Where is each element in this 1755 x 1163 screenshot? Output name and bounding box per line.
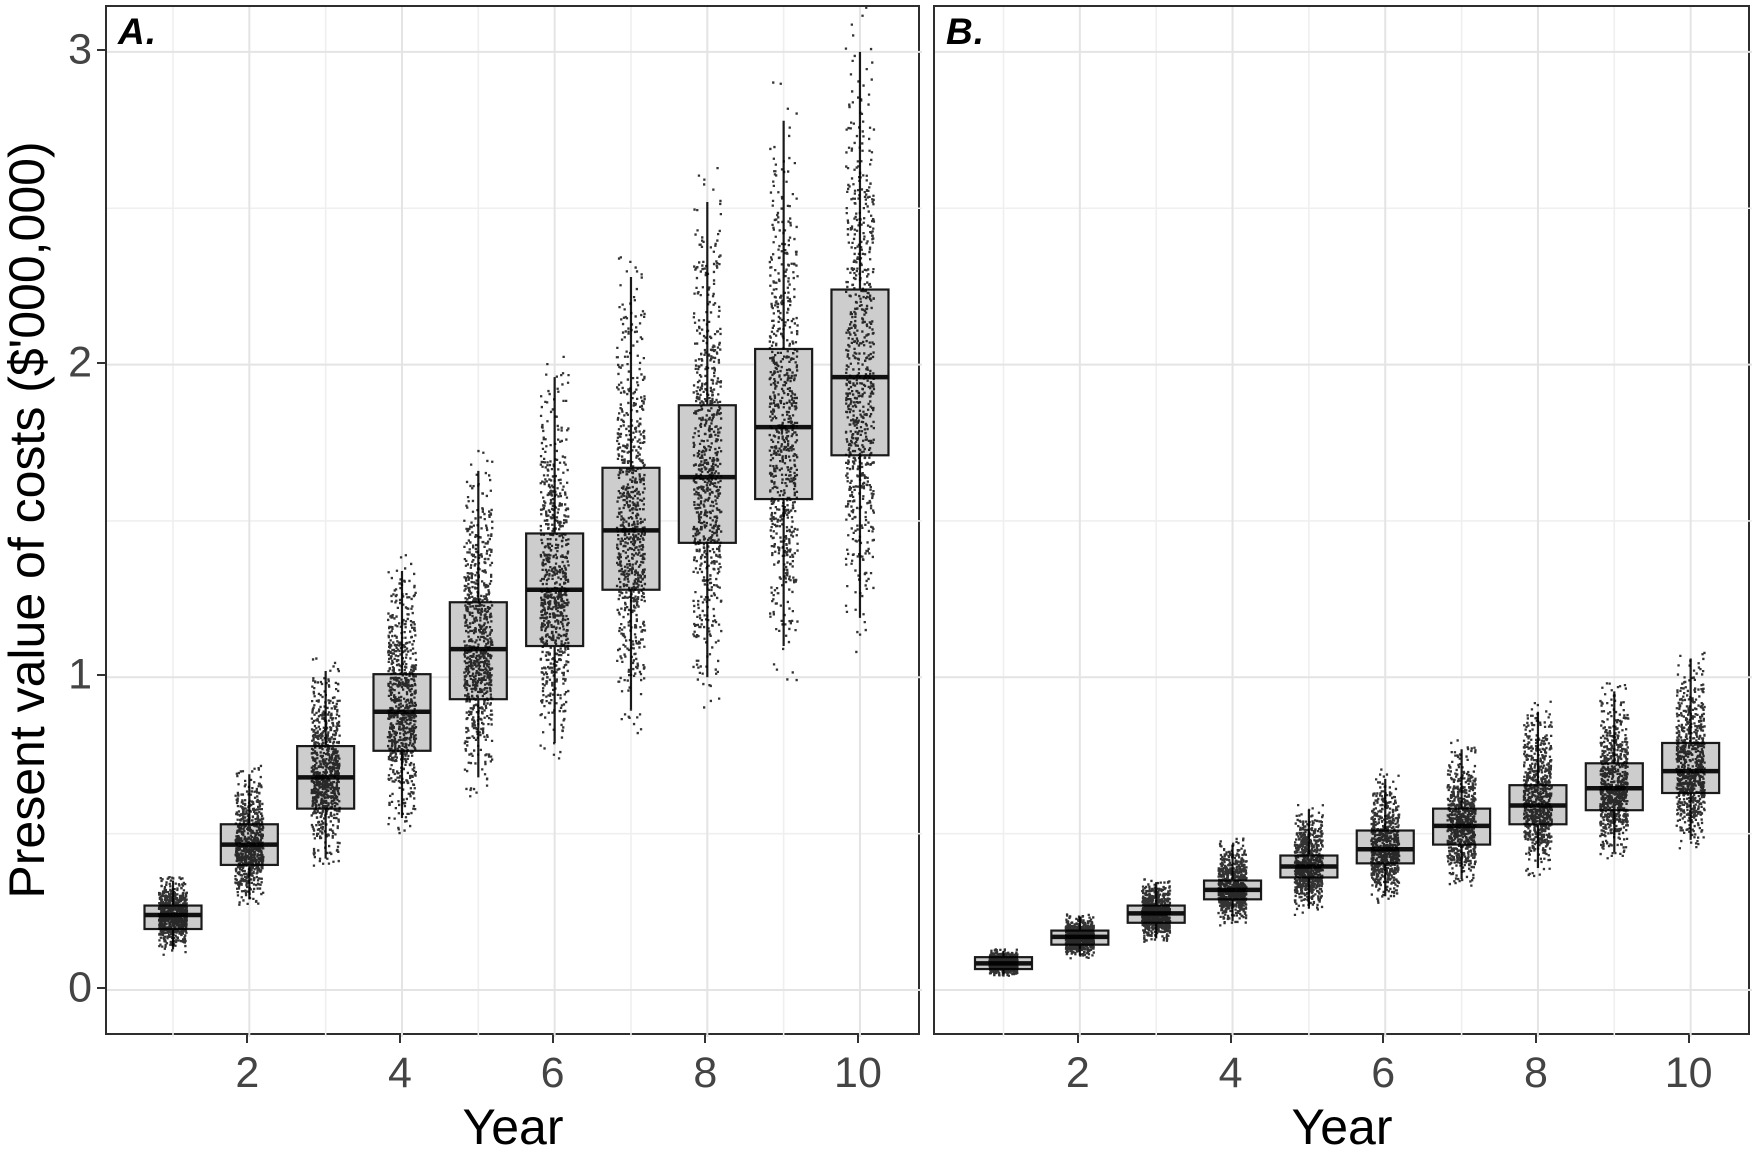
boxplot-year-2 (1050, 913, 1110, 960)
boxplot-year-9 (1584, 682, 1644, 860)
boxplot-year-3 (296, 657, 356, 867)
jitter-points-year-4 (386, 554, 418, 835)
boxplot-year-10 (1661, 651, 1721, 850)
boxplot-year-2 (219, 764, 279, 906)
x-tick-label-b-2: 2 (1065, 1049, 1090, 1097)
x-tick-label-b-8: 8 (1523, 1049, 1548, 1097)
jitter-points-year-9 (768, 81, 799, 682)
jitter-points-year-7 (615, 256, 647, 735)
panel-a-plot-canvas (107, 7, 922, 1037)
x-tick-mark-b-4 (1229, 1035, 1232, 1043)
boxplot-year-5 (448, 449, 508, 798)
boxplot-year-7 (1432, 739, 1492, 887)
y-tick-mark-1 (97, 674, 105, 677)
x-axis-title-panel-a: Year (462, 1099, 564, 1155)
panel-b-plot-canvas (935, 7, 1752, 1037)
x-axis-title-panel-b: Year (1291, 1099, 1393, 1155)
jitter-points-year-2 (1064, 913, 1095, 960)
boxplot-year-1 (143, 876, 203, 956)
boxplot-year-8 (677, 167, 737, 709)
y-axis-title: Present value of costs ($'000,000) (0, 141, 55, 899)
y-tick-label-2: 2 (68, 338, 92, 387)
jitter-points-year-3 (1141, 878, 1172, 943)
x-tick-mark-a-8 (704, 1035, 707, 1043)
boxplot-year-6 (525, 355, 585, 760)
panel-a-label: A. (118, 11, 157, 52)
jitter-points-year-6 (1370, 768, 1401, 904)
boxplot-year-5 (1279, 804, 1339, 916)
x-tick-mark-a-2 (246, 1035, 249, 1043)
x-tick-mark-b-10 (1687, 1035, 1690, 1043)
jitter-points-year-4 (1217, 837, 1248, 927)
x-tick-label-a-10: 10 (834, 1049, 882, 1097)
panel-b-label: B. (946, 11, 985, 52)
y-tick-label-3: 3 (68, 25, 92, 74)
boxplot-year-6 (1355, 768, 1415, 904)
x-tick-mark-a-6 (551, 1035, 554, 1043)
x-tick-label-b-10: 10 (1664, 1049, 1713, 1097)
x-tick-label-b-4: 4 (1218, 1049, 1243, 1097)
jitter-points-year-5 (1293, 804, 1324, 916)
boxplot-year-8 (1508, 700, 1568, 878)
x-tick-label-b-6: 6 (1371, 1049, 1396, 1097)
panel-a: A. (105, 5, 922, 1037)
jitter-points-year-5 (463, 449, 494, 798)
boxplot-year-10 (830, 7, 890, 654)
y-tick-label-1: 1 (68, 650, 92, 699)
y-tick-mark-2 (97, 361, 105, 364)
jitter-points-year-8 (692, 167, 723, 709)
jitter-points-year-10 (844, 7, 876, 654)
x-tick-mark-a-4 (398, 1035, 401, 1043)
boxplot-year-1 (973, 948, 1034, 977)
jitter-points-year-2 (234, 764, 265, 906)
jitter-points-year-3 (310, 657, 341, 867)
boxplot-year-9 (754, 81, 814, 682)
y-tick-mark-0 (97, 987, 105, 989)
jitter-points-year-7 (1446, 739, 1477, 887)
jitter-points-year-8 (1522, 700, 1553, 878)
x-tick-mark-b-8 (1534, 1035, 1537, 1043)
jitter-points-year-6 (539, 355, 570, 760)
x-tick-mark-a-10 (856, 1035, 859, 1043)
x-tick-label-a-2: 2 (235, 1049, 260, 1097)
boxplot-year-3 (1126, 878, 1186, 943)
boxplot-year-4 (1202, 837, 1263, 927)
jitter-points-year-10 (1675, 651, 1706, 850)
x-tick-label-a-6: 6 (540, 1049, 565, 1097)
x-tick-mark-b-2 (1076, 1035, 1079, 1043)
jitter-points-year-9 (1599, 682, 1630, 860)
jitter-points-year-1 (988, 948, 1019, 977)
x-tick-label-a-8: 8 (693, 1049, 718, 1097)
x-tick-mark-b-6 (1382, 1035, 1385, 1043)
y-tick-mark-3 (97, 48, 105, 51)
jitter-points-year-1 (157, 876, 189, 956)
boxplot-year-7 (601, 256, 661, 735)
x-tick-label-a-4: 4 (388, 1049, 412, 1097)
y-tick-label-0: 0 (68, 963, 92, 1012)
boxplot-year-4 (372, 554, 432, 835)
panel-b: B. (933, 5, 1752, 1037)
